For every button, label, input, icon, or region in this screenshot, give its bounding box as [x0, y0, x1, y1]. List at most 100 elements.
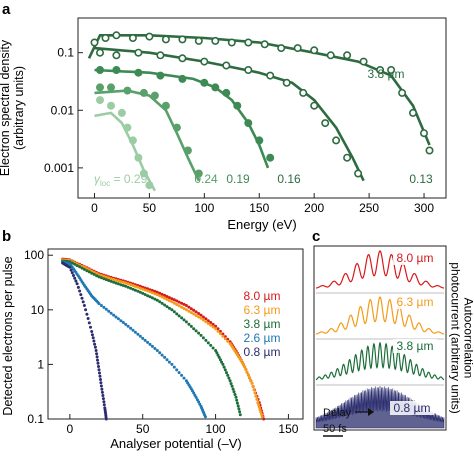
panel-b-legend-entry: 0.8 µm	[244, 345, 281, 359]
panel-b-data-point	[69, 268, 73, 272]
panel-a-data-point	[112, 66, 121, 75]
panel-b-data-point	[194, 329, 198, 333]
panel-b-data-point	[150, 289, 154, 292]
panel-b-data-point	[160, 301, 164, 305]
panel-b-data-point	[94, 349, 98, 352]
panel-a-data-point	[244, 38, 253, 47]
panel-b-data-point	[223, 368, 227, 372]
panel-a-chart: 0 50 100 150 200 250 300 0.001 0.01 0.1 0.13 0.16 0…	[0, 17, 447, 232]
panel-a-x-axis-label: Energy (eV)	[227, 217, 296, 232]
panel-a-data-point	[200, 78, 209, 87]
panel-b-data-point	[193, 393, 197, 397]
panel-b-data-point	[101, 394, 105, 397]
panel-b-data-point	[223, 335, 227, 339]
panel-a-data-point	[123, 86, 132, 95]
panel-b-data-point	[87, 321, 91, 325]
panel-b-data-point	[153, 347, 157, 350]
panel-b-data-point	[167, 299, 171, 303]
panel-b-data-point	[155, 349, 159, 352]
panel-b-data-point	[201, 336, 205, 340]
panel-b-data-point	[124, 284, 128, 288]
panel-b-data-point	[221, 332, 225, 336]
panel-b-data-point	[163, 355, 167, 359]
panel-b-data-point	[172, 365, 176, 369]
panel-b-data-point	[133, 330, 137, 334]
panel-b-data-point	[236, 404, 240, 408]
panel-b-data-point	[99, 384, 103, 388]
panel-a-data-point	[244, 119, 253, 128]
panel-b-data-point	[85, 267, 89, 271]
panel-a-fit-line	[87, 34, 431, 146]
panel-b-data-point	[124, 281, 128, 285]
panel-a-data-point	[161, 101, 170, 110]
panel-b-x-tick-label: 100	[206, 422, 226, 436]
panel-b-data-point	[214, 349, 218, 352]
panel-b-y-tick-label: 100	[24, 248, 44, 262]
panel-c-delay-label: Delay	[323, 407, 352, 419]
panel-b-data-point	[143, 338, 147, 342]
panel-b-data-point	[73, 262, 77, 266]
panel-a-data-point	[299, 88, 308, 97]
panel-b-data-point	[153, 292, 157, 296]
panel-b-data-point	[206, 341, 210, 345]
panel-b-data-point	[257, 403, 261, 407]
panel-b-data-point	[199, 313, 203, 317]
panel-b-data-point	[235, 398, 239, 402]
panel-c-delay-arrowhead	[368, 408, 374, 416]
panel-c-wavelength-label: 3.8 µm	[397, 339, 434, 353]
panel-a-data-point	[343, 51, 352, 60]
panel-b-data-point	[143, 288, 147, 292]
panel-a-data-point	[310, 46, 319, 55]
panel-b-data-point	[215, 351, 219, 355]
panel-b-data-point	[93, 342, 97, 346]
panel-a-data-point	[96, 83, 105, 92]
panel-b-data-point	[119, 280, 123, 284]
panel-b-data-point	[70, 261, 74, 265]
panel-b-data-point	[136, 289, 140, 293]
panel-b-data-point	[119, 283, 123, 287]
panel-b-data-point	[211, 325, 215, 329]
panel-b-data-point	[87, 270, 91, 274]
panel-b-data-point	[227, 376, 231, 380]
panel-b-data-point	[99, 381, 103, 385]
panel-b-data-point	[129, 286, 133, 290]
panel-a-data-point	[183, 146, 192, 155]
panel-b-data-point	[204, 338, 208, 342]
panel-b-data-point	[216, 329, 220, 333]
panel-b-data-point	[163, 296, 167, 300]
panel-b-data-point	[238, 413, 242, 417]
panel-b-data-point	[211, 346, 215, 350]
panel-b-data-point	[129, 326, 133, 330]
panel-a-data-point	[117, 108, 126, 117]
panel-label-a: a	[2, 1, 11, 18]
panel-b-data-point	[153, 297, 157, 301]
panel-b-data-point	[141, 291, 145, 295]
panel-a-x-tick-label: 200	[304, 201, 324, 215]
panel-b-data-point	[92, 272, 96, 276]
panel-b-data-point	[101, 397, 105, 401]
panel-b-data-point	[234, 395, 238, 399]
panel-a-data-point	[266, 71, 275, 80]
panel-a-data-point	[172, 123, 181, 132]
panel-a-data-point	[139, 88, 148, 97]
panel-b-data-point	[76, 285, 80, 289]
panel-b-data-point	[112, 313, 116, 317]
panel-a-data-point	[178, 35, 187, 44]
panel-c-label-bg	[393, 295, 437, 309]
panel-a-y-axis-label: Electron spectral density(arbitrary unit…	[0, 39, 26, 176]
panel-a-data-point	[101, 33, 110, 42]
panel-b-data-point	[194, 310, 198, 314]
panel-b-data-point	[184, 320, 188, 324]
panel-b-data-point	[141, 287, 145, 291]
panel-b-data-point	[84, 308, 88, 312]
panel-b-data-point	[95, 272, 99, 275]
panel-b-data-point	[254, 394, 258, 398]
panel-c-trace	[315, 250, 445, 289]
panel-b-data-point	[90, 333, 94, 337]
panel-a-data-point	[200, 57, 209, 66]
panel-a-y-tick-label: 0.01	[51, 103, 75, 117]
panel-a-data-point	[326, 51, 335, 60]
panel-b-data-point	[102, 403, 106, 407]
panel-b-data-point	[258, 408, 262, 412]
panel-b-data-point	[114, 315, 118, 319]
